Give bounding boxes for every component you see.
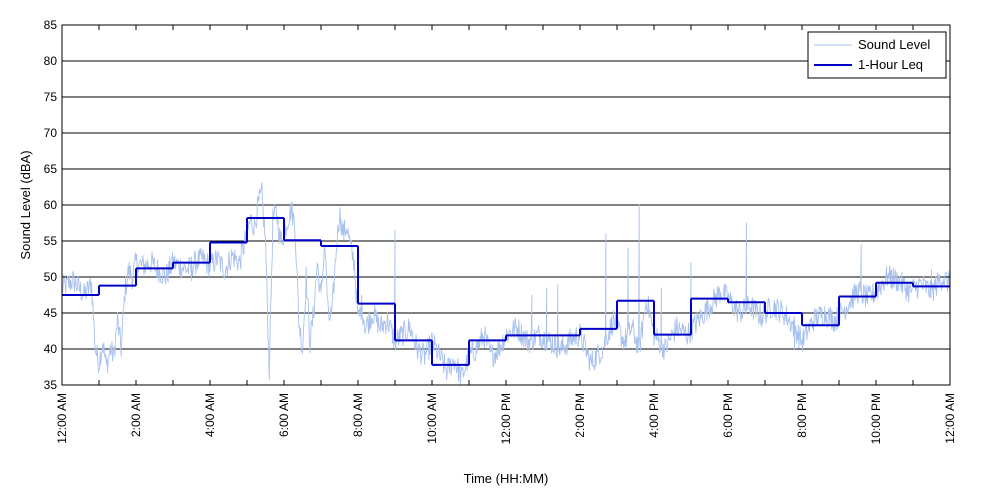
y-tick-label: 50 (44, 270, 58, 284)
y-tick-label: 60 (44, 198, 58, 212)
y-tick-label: 40 (44, 342, 58, 356)
legend-label-leq: 1-Hour Leq (858, 57, 923, 72)
x-axis-title: Time (HH:MM) (464, 471, 549, 486)
y-tick-label: 55 (44, 234, 58, 248)
x-tick-label: 6:00 PM (721, 393, 735, 438)
y-tick-label: 65 (44, 162, 58, 176)
x-tick-label: 12:00 PM (499, 393, 513, 444)
y-axis-title: Sound Level (dBA) (18, 150, 33, 259)
x-tick-label: 10:00 PM (869, 393, 883, 444)
y-axis: 35 40 45 50 55 60 65 70 75 80 85 (44, 18, 950, 392)
y-tick-label: 35 (44, 378, 58, 392)
x-tick-label: 8:00 PM (795, 393, 809, 438)
x-axis: 12:00 AM 2:00 AM 4:00 AM 6:00 AM 8:00 AM 10:0… (55, 25, 957, 444)
series-layer (61, 181, 951, 385)
y-tick-label: 70 (44, 126, 58, 140)
x-tick-label: 12:00 AM (55, 393, 69, 444)
legend-label-sound-level: Sound Level (858, 37, 930, 52)
y-tick-label: 75 (44, 90, 58, 104)
legend-box (807, 31, 947, 79)
y-tick-label: 80 (44, 54, 58, 68)
x-tick-label: 2:00 PM (573, 393, 587, 438)
x-tick-label: 6:00 AM (277, 393, 291, 437)
y-tick-label: 85 (44, 18, 58, 32)
x-tick-label: 10:00 AM (425, 393, 439, 444)
x-tick-label: 2:00 AM (129, 393, 143, 437)
x-tick-label: 4:00 PM (647, 393, 661, 438)
y-tick-label: 45 (44, 306, 58, 320)
x-tick-label: 12:00 AM (943, 393, 957, 444)
legend: Sound Level 1-Hour Leq (807, 31, 947, 79)
x-tick-label: 4:00 AM (203, 393, 217, 437)
x-tick-label: 8:00 AM (351, 393, 365, 437)
grid-lines (62, 60, 950, 350)
series-line-sound-level (61, 181, 951, 385)
